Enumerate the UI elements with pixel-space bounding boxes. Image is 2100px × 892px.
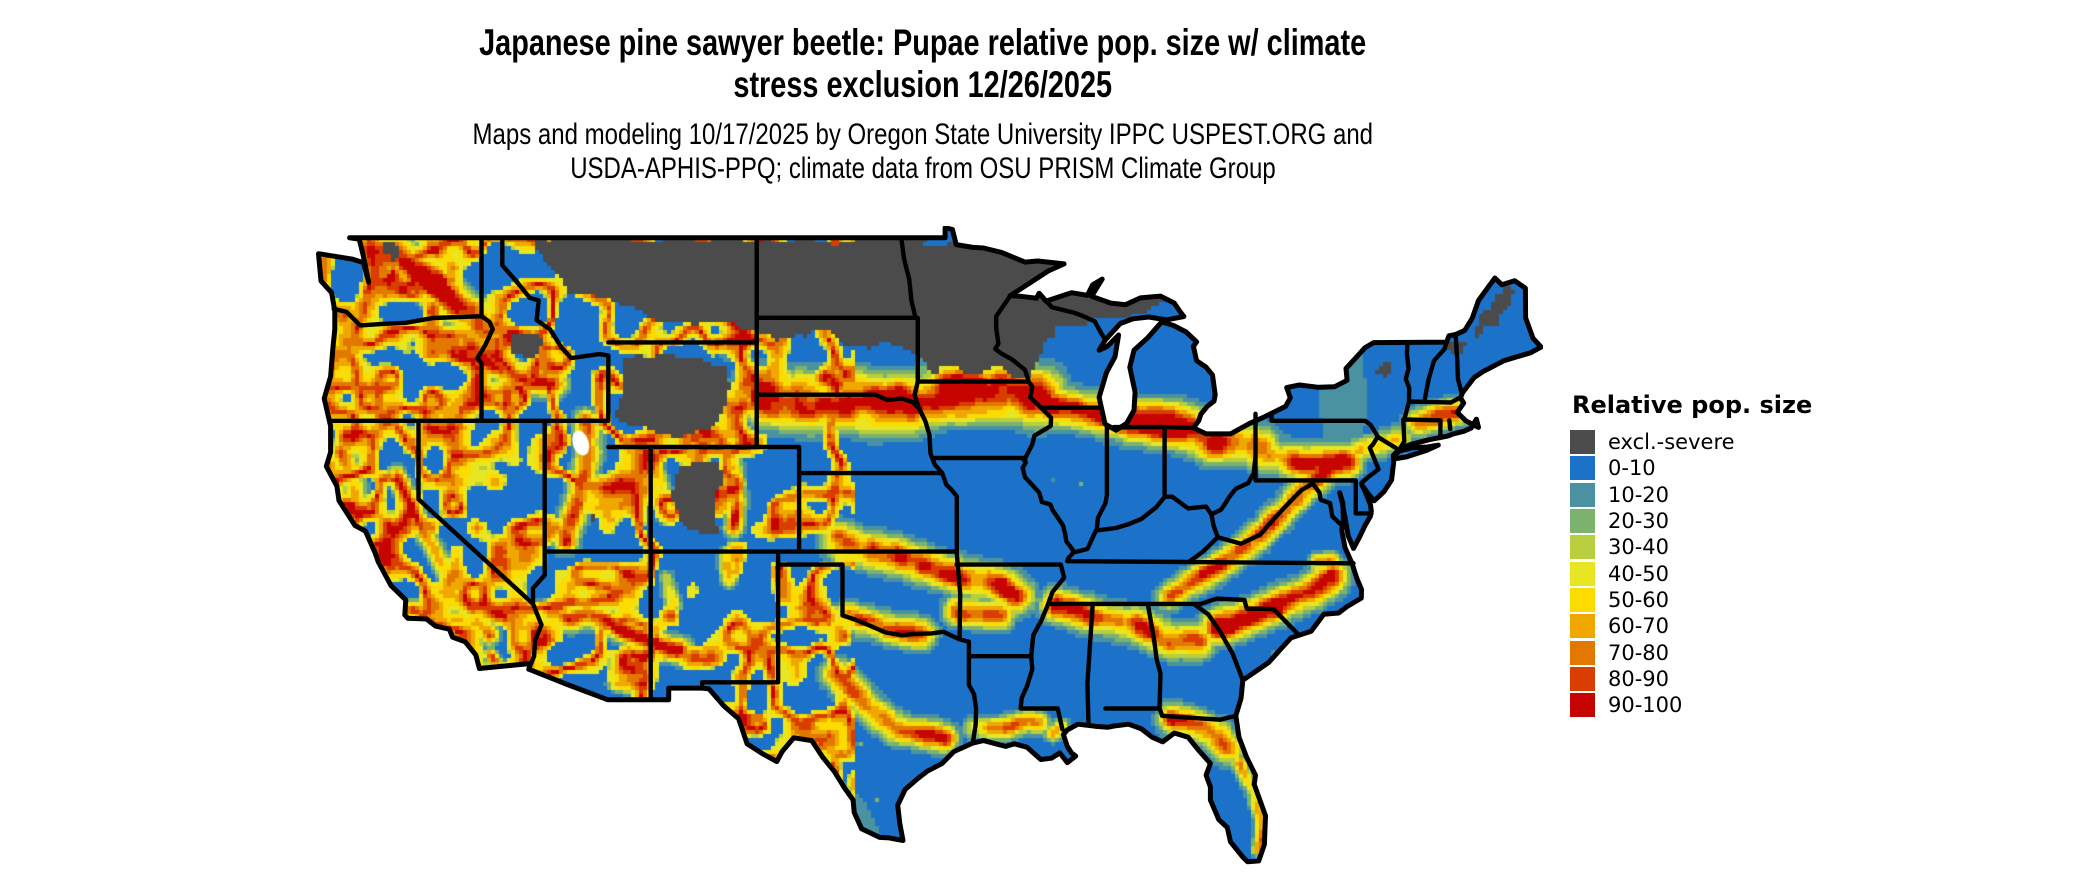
legend-swatch xyxy=(1570,509,1595,534)
legend-items: excl.-severe 0-10 10-20 20-30 30-40 40-50 50-6… xyxy=(1570,429,1812,718)
legend-swatch xyxy=(1570,430,1595,455)
legend-item-label: 90-100 xyxy=(1608,693,1683,718)
legend-item: 30-40 xyxy=(1570,534,1812,560)
legend-swatch xyxy=(1570,535,1595,560)
legend-item-label: 10-20 xyxy=(1608,482,1670,507)
us-heat-map xyxy=(303,226,1543,884)
legend-item: 90-100 xyxy=(1570,692,1812,718)
legend-item: 40-50 xyxy=(1570,560,1812,586)
subtitle-line-1: Maps and modeling 10/17/2025 by Oregon S… xyxy=(472,118,1374,151)
legend-item: 20-30 xyxy=(1570,508,1812,534)
subtitle-line-2: USDA-APHIS-PPQ; climate data from OSU PR… xyxy=(570,152,1276,185)
nation-outline xyxy=(316,226,1543,865)
legend-item: 80-90 xyxy=(1570,666,1812,692)
legend-swatch xyxy=(1570,640,1595,665)
legend-item: 50-60 xyxy=(1570,587,1812,613)
legend-item: 60-70 xyxy=(1570,613,1812,639)
legend-swatch xyxy=(1570,666,1595,691)
title-line-2: stress exclusion 12/26/2025 xyxy=(733,64,1113,105)
chart-title: Japanese pine sawyer beetle: Pupae relat… xyxy=(303,22,1543,106)
legend-item-label: 20-30 xyxy=(1608,509,1670,534)
legend-swatch xyxy=(1570,456,1595,481)
chart-subtitle: Maps and modeling 10/17/2025 by Oregon S… xyxy=(303,118,1543,186)
legend-item-label: 80-90 xyxy=(1608,666,1670,691)
legend-swatch xyxy=(1570,587,1595,612)
legend-title: Relative pop. size xyxy=(1572,391,1813,419)
legend-item: 10-20 xyxy=(1570,482,1812,508)
title-line-1: Japanese pine sawyer beetle: Pupae relat… xyxy=(479,22,1367,63)
legend-swatch xyxy=(1570,482,1595,507)
legend-item-label: 30-40 xyxy=(1608,535,1670,560)
legend-item: excl.-severe xyxy=(1570,429,1812,455)
legend-swatch xyxy=(1570,614,1595,639)
legend-item: 0-10 xyxy=(1570,455,1812,481)
legend-swatch xyxy=(1570,561,1595,586)
state-border-lines xyxy=(327,235,1464,745)
state-borders-overlay xyxy=(316,226,1543,865)
legend-item-label: excl.-severe xyxy=(1608,430,1735,455)
legend-item-label: 50-60 xyxy=(1608,587,1670,612)
legend-item-label: 0-10 xyxy=(1608,456,1656,481)
legend-item-label: 40-50 xyxy=(1608,561,1670,586)
legend-item-label: 60-70 xyxy=(1608,614,1670,639)
legend-item-label: 70-80 xyxy=(1608,640,1670,665)
legend: Relative pop. size excl.-severe 0-10 10-20… xyxy=(1570,391,1812,718)
legend-item: 70-80 xyxy=(1570,639,1812,665)
legend-swatch xyxy=(1570,693,1595,718)
